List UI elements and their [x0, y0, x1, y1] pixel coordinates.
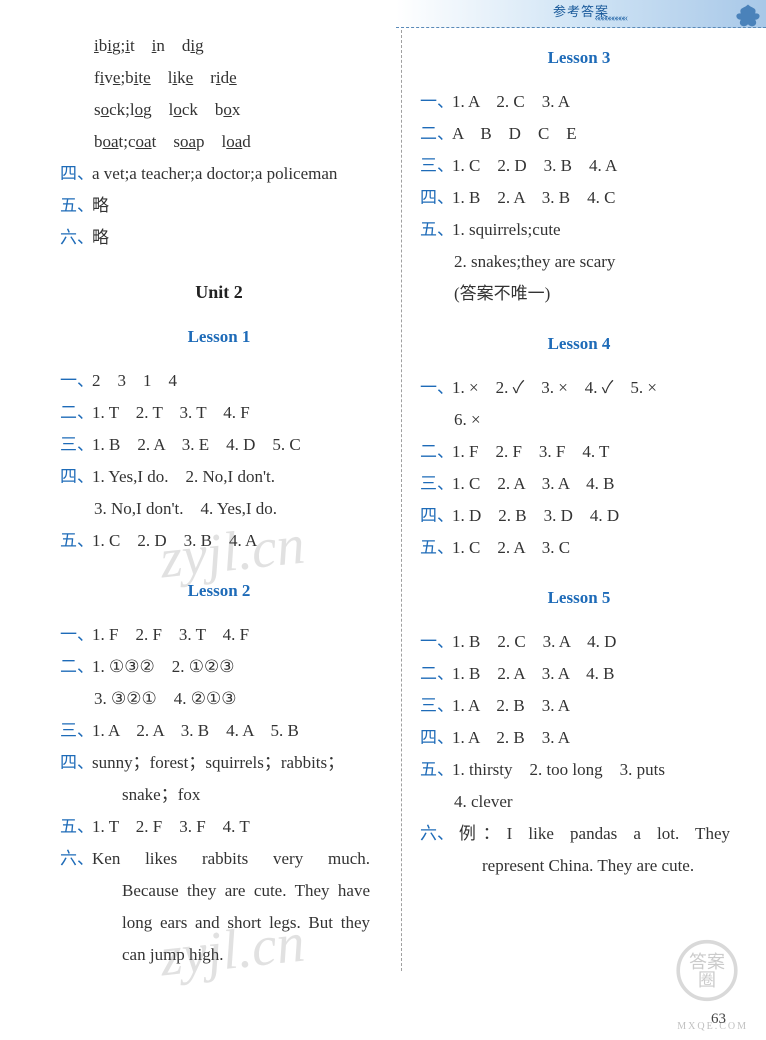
l2-1: 一、1. F 2. F 3. T 4. F — [60, 619, 378, 651]
left-column: ibig;it in dig five;bite like ride sock;… — [60, 30, 393, 971]
lesson1-title: Lesson 1 — [60, 327, 378, 347]
unit-title: Unit 2 — [60, 282, 378, 303]
l3-5c: (答案不唯一) — [420, 278, 738, 310]
pre-line-2: sock;log lock box — [60, 94, 378, 126]
label-4: 四、 — [60, 158, 92, 190]
l2-6: 六、Ken likes rabbits very much. — [60, 843, 378, 875]
l4-1: 一、1. × 2. ✓ 3. × 4. ✓ 5. × — [420, 372, 738, 404]
l2-6d: can jump high. — [60, 939, 378, 971]
l4-4: 四、1. D 2. B 3. D 4. D — [420, 500, 738, 532]
l2-2b: 3. ③②① 4. ②①③ — [60, 683, 378, 715]
l5-6b: represent China. They are cute. — [420, 850, 738, 882]
l1-2: 二、1. T 2. T 3. T 4. F — [60, 397, 378, 429]
l5-6: 六、例：I like pandas a lot. They — [420, 818, 738, 850]
l1-5: 五、1. C 2. D 3. B 4. A — [60, 525, 378, 557]
pre-line-1: five;bite like ride — [60, 62, 378, 94]
l4-2: 二、1. F 2. F 3. F 4. T — [420, 436, 738, 468]
text-4: a vet;a teacher;a doctor;a policeman — [92, 164, 337, 183]
l5-4: 四、1. A 2. B 3. A — [420, 722, 738, 754]
right-column: Lesson 3 一、1. A 2. C 3. A 二、A B D C E 三、… — [410, 30, 738, 971]
lesson5-title: Lesson 5 — [420, 588, 738, 608]
label-6: 六、 — [60, 222, 92, 254]
header-banner: ««««««««« 参考答案 — [396, 0, 766, 28]
lesson4-title: Lesson 4 — [420, 334, 738, 354]
l1-4b: 3. No,I don't. 4. Yes,I do. — [60, 493, 378, 525]
section-4: 四、a vet;a teacher;a doctor;a policeman — [60, 158, 378, 190]
l5-5b: 4. clever — [420, 786, 738, 818]
l2-6c: long ears and short legs. But they — [60, 907, 378, 939]
section-5: 五、略 — [60, 190, 378, 222]
lesson3-title: Lesson 3 — [420, 48, 738, 68]
l4-1b: 6. × — [420, 404, 738, 436]
l5-5: 五、1. thirsty 2. too long 3. puts — [420, 754, 738, 786]
l4-5: 五、1. C 2. A 3. C — [420, 532, 738, 564]
label-5: 五、 — [60, 190, 92, 222]
l2-5: 五、1. T 2. F 3. F 4. T — [60, 811, 378, 843]
l3-2: 二、A B D C E — [420, 118, 738, 150]
l3-4: 四、1. B 2. A 3. B 4. C — [420, 182, 738, 214]
page-number: 63 — [711, 1011, 726, 1028]
l3-5: 五、1. squirrels;cute — [420, 214, 738, 246]
l3-5b: 2. snakes;they are scary — [420, 246, 738, 278]
l1-1: 一、2 3 1 4 — [60, 365, 378, 397]
l2-4: 四、sunny；forest；squirrels；rabbits； — [60, 747, 378, 779]
header-arrows: ««««««««« — [595, 6, 627, 30]
pre-line-0: ibig;it in dig — [60, 30, 378, 62]
text-6: 略 — [92, 228, 109, 247]
l1-3: 三、1. B 2. A 3. E 4. D 5. C — [60, 429, 378, 461]
l5-3: 三、1. A 2. B 3. A — [420, 690, 738, 722]
pre-line-3: boat;coat soap load — [60, 126, 378, 158]
l2-3: 三、1. A 2. A 3. B 4. A 5. B — [60, 715, 378, 747]
l4-3: 三、1. C 2. A 3. A 4. B — [420, 468, 738, 500]
column-divider — [401, 30, 402, 971]
l2-4b: snake；fox — [60, 779, 378, 811]
l5-2: 二、1. B 2. A 3. A 4. B — [420, 658, 738, 690]
l2-2: 二、1. ①③② 2. ①②③ — [60, 651, 378, 683]
text-5: 略 — [92, 196, 109, 215]
l3-3: 三、1. C 2. D 3. B 4. A — [420, 150, 738, 182]
section-6: 六、略 — [60, 222, 378, 254]
l5-1: 一、1. B 2. C 3. A 4. D — [420, 626, 738, 658]
l1-4: 四、1. Yes,I do. 2. No,I don't. — [60, 461, 378, 493]
lesson2-title: Lesson 2 — [60, 581, 378, 601]
l3-1: 一、1. A 2. C 3. A — [420, 86, 738, 118]
l2-6b: Because they are cute. They have — [60, 875, 378, 907]
page-content: ibig;it in dig five;bite like ride sock;… — [0, 0, 766, 1021]
